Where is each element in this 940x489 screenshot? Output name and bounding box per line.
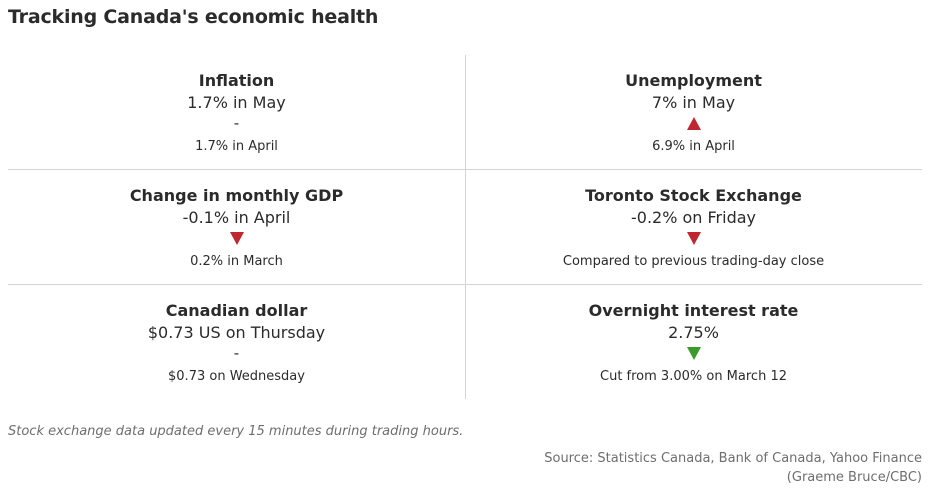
arrow-down-icon: [687, 232, 701, 245]
no-change-indicator: -: [8, 345, 465, 361]
indicator-value: 2.75%: [465, 323, 922, 342]
indicator-label: Change in monthly GDP: [8, 186, 465, 205]
indicator-inflation: Inflation 1.7% in May - 1.7% in April: [8, 55, 465, 169]
indicator-unemployment: Unemployment 7% in May 6.9% in April: [465, 55, 922, 169]
indicator-value: 1.7% in May: [8, 93, 465, 112]
indicator-value: -0.1% in April: [8, 208, 465, 227]
indicator-tsx: Toronto Stock Exchange -0.2% on Friday C…: [465, 170, 922, 284]
indicator-label: Inflation: [8, 71, 465, 90]
indicator-label: Toronto Stock Exchange: [465, 186, 922, 205]
indicator-comparison: Compared to previous trading-day close: [465, 254, 922, 269]
footnote: Stock exchange data updated every 15 min…: [8, 424, 463, 439]
indicator-grid: Inflation 1.7% in May - 1.7% in April Un…: [8, 55, 922, 399]
indicator-comparison: Cut from 3.00% on March 12: [465, 369, 922, 384]
indicator-label: Unemployment: [465, 71, 922, 90]
arrow-down-icon: [230, 232, 244, 245]
source-credit: Source: Statistics Canada, Bank of Canad…: [544, 449, 922, 487]
indicator-comparison: $0.73 on Wednesday: [8, 369, 465, 384]
indicator-value: -0.2% on Friday: [465, 208, 922, 227]
indicator-value: $0.73 US on Thursday: [8, 323, 465, 342]
page-title: Tracking Canada's economic health: [8, 6, 378, 28]
indicator-overnight-rate: Overnight interest rate 2.75% Cut from 3…: [465, 285, 922, 399]
indicator-canadian-dollar: Canadian dollar $0.73 US on Thursday - $…: [8, 285, 465, 399]
arrow-up-icon: [687, 117, 701, 130]
indicator-comparison: 6.9% in April: [465, 139, 922, 154]
indicator-label: Overnight interest rate: [465, 301, 922, 320]
indicator-value: 7% in May: [465, 93, 922, 112]
indicator-comparison: 0.2% in March: [8, 254, 465, 269]
indicator-comparison: 1.7% in April: [8, 139, 465, 154]
indicator-label: Canadian dollar: [8, 301, 465, 320]
source-line: Source: Statistics Canada, Bank of Canad…: [544, 449, 922, 468]
indicator-gdp: Change in monthly GDP -0.1% in April 0.2…: [8, 170, 465, 284]
no-change-indicator: -: [8, 115, 465, 131]
credit-line: (Graeme Bruce/CBC): [544, 468, 922, 487]
arrow-down-icon: [687, 347, 701, 360]
